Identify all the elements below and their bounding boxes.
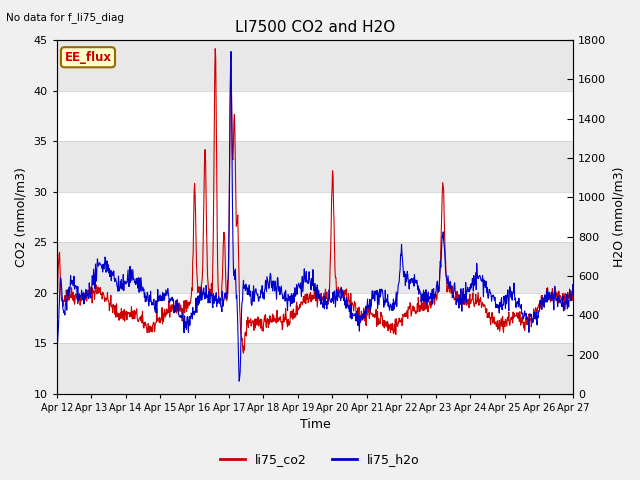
Title: LI7500 CO2 and H2O: LI7500 CO2 and H2O (235, 20, 396, 35)
Text: EE_flux: EE_flux (65, 51, 111, 64)
Bar (57, 293, 573, 343)
Bar (57, 192, 573, 242)
Bar (57, 141, 573, 192)
Bar (57, 40, 573, 91)
Bar (57, 343, 573, 394)
Legend: li75_co2, li75_h2o: li75_co2, li75_h2o (215, 448, 425, 471)
Y-axis label: H2O (mmol/m3): H2O (mmol/m3) (612, 167, 625, 267)
Y-axis label: CO2 (mmol/m3): CO2 (mmol/m3) (15, 167, 28, 267)
X-axis label: Time: Time (300, 419, 330, 432)
Bar (57, 91, 573, 141)
Bar (57, 242, 573, 293)
Text: No data for f_li75_diag: No data for f_li75_diag (6, 12, 124, 23)
